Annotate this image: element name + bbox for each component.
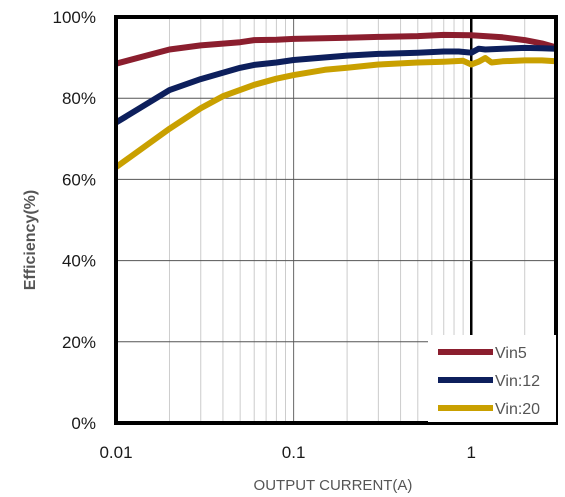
x-tick-label: 0.01: [99, 443, 132, 462]
legend-label-1: Vin:12: [495, 373, 540, 390]
y-tick-label: 0%: [71, 414, 96, 433]
series-line-2: [114, 55, 557, 170]
y-axis-title: Efficiency(%): [22, 190, 39, 290]
y-tick-label: 100%: [53, 8, 96, 27]
tick-labels: 0% 20% 40% 60% 80% 100% 0.01 0.1 1: [53, 8, 476, 462]
y-tick-label: 40%: [62, 252, 96, 271]
y-tick-label: 80%: [62, 89, 96, 108]
x-tick-label: 0.1: [282, 443, 306, 462]
plot-area-frame: [114, 15, 558, 425]
y-tick-label: 20%: [62, 333, 96, 352]
series-line-1: [114, 44, 557, 126]
legend-label-2: Vin:20: [495, 401, 540, 418]
legend-label-0: Vin5: [495, 345, 527, 362]
x-axis-title: OUTPUT CURRENT(A): [254, 477, 413, 494]
legend: Vin5 Vin:12 Vin:20: [428, 335, 556, 422]
y-tick-label: 60%: [62, 170, 96, 189]
series-line-0: [115, 31, 557, 67]
x-tick-label: 1: [467, 443, 476, 462]
series-lines: [114, 31, 557, 170]
